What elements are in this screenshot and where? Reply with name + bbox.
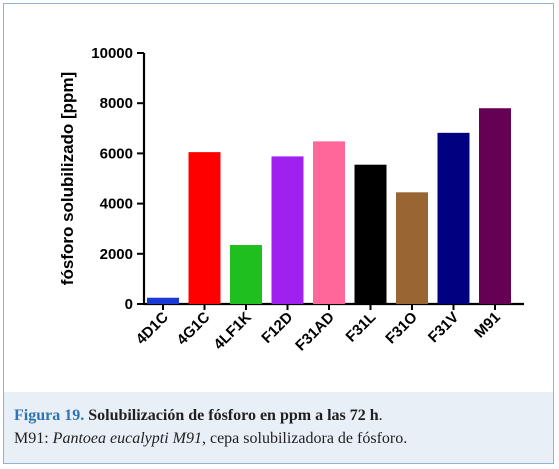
- figure-box: 0 2000 4000 6000 8000 10000 fósforo solubiliza…: [3, 3, 554, 464]
- bar-4D1C: [147, 297, 179, 304]
- x-tick-label-F31L: F31L: [343, 309, 380, 346]
- caption-title: Solubilización de fósforo en ppm a las 7…: [88, 407, 379, 424]
- y-tick-label-6000: 6000: [100, 145, 133, 162]
- bar-4LF1K: [230, 245, 262, 304]
- x-tick-label-M91: M91: [471, 309, 504, 342]
- bar-F12D: [271, 156, 304, 304]
- bar-4G1C: [188, 152, 221, 304]
- x-tick-label-F31AD: F31AD: [292, 309, 338, 355]
- caption-label: Figura 19.: [14, 407, 85, 424]
- x-tick-label-F12D: F12D: [258, 309, 296, 347]
- x-tick-label-4LF1K: 4LF1K: [210, 309, 255, 354]
- x-tick-label-4D1C: 4D1C: [133, 309, 172, 348]
- x-tick-label-4G1C: 4G1C: [174, 309, 214, 349]
- caption-species: Pantoea eucalypti M91: [52, 430, 202, 447]
- y-tick-label-4000: 4000: [100, 196, 133, 213]
- y-tick-label-2000: 2000: [100, 246, 133, 263]
- x-tick-label-F31O: F31O: [382, 309, 421, 348]
- chart-area: 0 2000 4000 6000 8000 10000 fósforo solubiliza…: [4, 4, 553, 392]
- caption-line-2: M91: Pantoea eucalypti M91, cepa solubil…: [14, 427, 553, 450]
- y-tick-label-8000: 8000: [100, 95, 133, 112]
- x-tick-label-F31V: F31V: [425, 309, 462, 346]
- y-tick-label-0: 0: [125, 296, 133, 313]
- caption-strain: M91:: [14, 430, 53, 447]
- figure-caption: Figura 19. Solubilización de fósforo en …: [4, 392, 553, 463]
- caption-period: .: [378, 407, 383, 424]
- bar-F31V: [437, 132, 470, 304]
- bar-F31O: [396, 192, 428, 304]
- bar-F31L: [354, 164, 387, 304]
- y-axis-title: fósforo solubilizado [ppm]: [58, 72, 77, 285]
- bar-chart: 0 2000 4000 6000 8000 10000 fósforo solubiliza…: [58, 45, 524, 355]
- bar-F31AD: [313, 141, 345, 304]
- caption-line-1: Figura 19. Solubilización de fósforo en …: [14, 404, 553, 427]
- bar-M91: [479, 108, 511, 304]
- y-tick-label-10000: 10000: [91, 45, 133, 62]
- caption-description: , cepa solubilizadora de fósforo.: [201, 430, 408, 447]
